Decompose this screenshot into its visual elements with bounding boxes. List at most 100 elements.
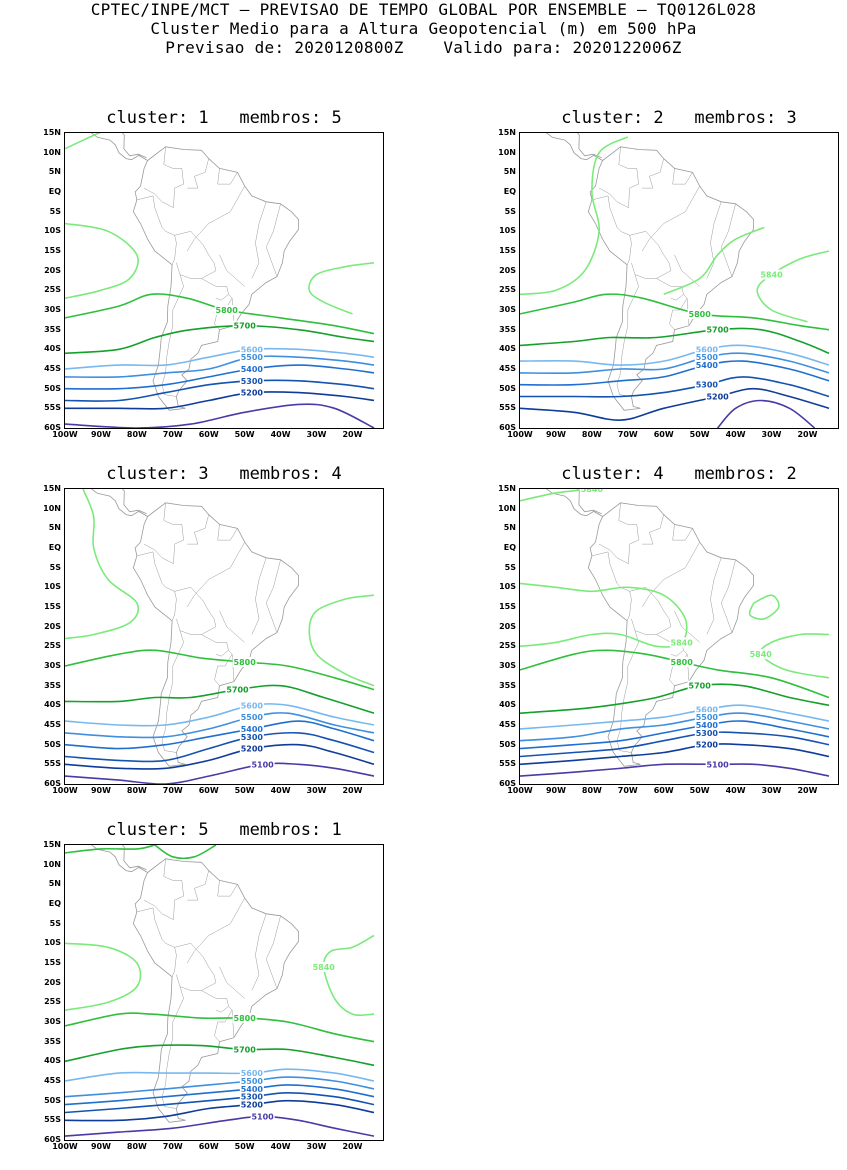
contour-label: 5400 (696, 361, 719, 370)
contour-5840 (65, 133, 102, 150)
contour-label: 5100 (251, 1112, 274, 1121)
south-america-coastline (132, 146, 299, 411)
country-border (642, 514, 664, 545)
panel-title: cluster: 4 membros: 2 (561, 464, 797, 484)
country-border (136, 907, 177, 977)
contour-label: 5400 (696, 721, 719, 730)
longitude-label: 70W (617, 786, 638, 795)
contour-label-background (239, 352, 264, 363)
contour-5400 (65, 1084, 375, 1106)
latitude-label: 15S (499, 246, 516, 255)
contour-label: 5700 (234, 322, 257, 331)
contour-5800 (65, 649, 375, 691)
panel-title: cluster: 5 membros: 1 (106, 820, 342, 840)
latitude-label: 25S (44, 997, 61, 1007)
latitude-label: 30S (44, 661, 61, 670)
longitude-labels: 100W 90W 80W 70W 60W 50W 40W 30W 20W (52, 786, 385, 798)
latitude-label: 50S (499, 383, 516, 393)
latitude-label: 5S (49, 918, 61, 928)
latitude-label: 55S (499, 759, 516, 769)
contour-label-background (239, 712, 264, 723)
central-america-coastline (576, 489, 602, 515)
longitude-label: 50W (689, 430, 710, 439)
latitude-label: 45S (44, 1076, 61, 1085)
latitude-label: 25S (499, 641, 516, 651)
latitude-label: 30S (499, 661, 516, 670)
contour-label-background (311, 961, 336, 972)
contour-5200 (65, 743, 375, 770)
contour-label-background (694, 360, 719, 371)
longitude-label: 30W (306, 786, 327, 795)
contour-label: 5500 (241, 1077, 264, 1086)
longitude-labels: 100W 90W 80W 70W 60W 50W 40W 30W 20W (507, 430, 840, 442)
contour-label-background (239, 1091, 264, 1102)
latitude-label: 10N (43, 503, 61, 513)
longitude-label: 20W (797, 786, 818, 795)
contour-label: 5200 (241, 389, 264, 398)
country-border (598, 146, 639, 209)
latitude-label: 20S (499, 621, 516, 631)
contour-5840 (520, 136, 629, 296)
contour-label-background (239, 700, 264, 711)
contour-5300 (520, 376, 830, 398)
contour-label: 5500 (241, 713, 264, 722)
central-america-coastline (546, 489, 603, 517)
contour-label: 5300 (696, 729, 719, 738)
latitude-label: 5N (503, 523, 516, 533)
longitude-label: 40W (725, 430, 746, 439)
latitude-label: 20S (44, 621, 61, 631)
country-border (174, 587, 217, 635)
contour-label-background (239, 1083, 264, 1094)
country-border (186, 185, 245, 252)
latitude-label: 5S (49, 206, 61, 216)
contour-label-background (239, 387, 264, 398)
central-america-coastline (91, 489, 148, 517)
latitude-label: 5S (504, 206, 516, 216)
longitude-label: 80W (126, 1142, 147, 1151)
contour-5500 (65, 712, 375, 739)
contour-5200 (520, 387, 830, 421)
latitude-label: 10N (43, 859, 61, 869)
country-border (201, 634, 229, 657)
country-border (217, 524, 238, 541)
contour-5800 (520, 293, 830, 331)
contour-label: 5700 (706, 326, 729, 335)
contour-label-background (705, 759, 730, 770)
contour-label-background (579, 489, 604, 494)
longitude-label: 70W (162, 1142, 183, 1151)
country-border (187, 158, 209, 189)
latitude-label: 15S (499, 602, 516, 611)
contour-label: 5800 (216, 306, 239, 315)
longitude-label: 60W (198, 430, 219, 439)
latitude-labels: 15N 10N 5N EQ 5S 10S 15S 20S 25S 30S 35S 40S 45S 50S 5… (475, 484, 516, 788)
contour-label-background (759, 269, 784, 280)
country-border (186, 897, 245, 964)
contour-label: 5200 (706, 393, 729, 402)
latitude-label: 35S (44, 680, 61, 690)
contour-label-background (694, 379, 719, 390)
longitude-label: 30W (761, 786, 782, 795)
country-border (161, 986, 184, 1109)
central-america-coastline (121, 133, 147, 159)
country-border (161, 274, 184, 397)
contour-label-background (214, 305, 239, 315)
contour-5840 (663, 226, 765, 296)
contour-5400 (65, 720, 375, 750)
contour-label: 5600 (241, 701, 264, 710)
contour-label-background (694, 344, 719, 355)
longitude-label: 60W (653, 430, 674, 439)
longitude-label: 50W (689, 786, 710, 795)
country-border (629, 231, 672, 279)
contour-label: 5800 (689, 310, 712, 319)
longitude-label: 20W (342, 1142, 363, 1151)
contour-5840 (308, 594, 375, 687)
contour-label-background (694, 739, 719, 750)
contour-label: 5300 (241, 377, 264, 386)
central-america-coastline (546, 133, 603, 161)
latitude-label: EQ (48, 899, 61, 908)
latitude-label: 5N (48, 523, 61, 533)
longitude-label: 20W (342, 786, 363, 795)
contour-label-background (669, 657, 694, 668)
south-america-coastline (587, 502, 754, 767)
